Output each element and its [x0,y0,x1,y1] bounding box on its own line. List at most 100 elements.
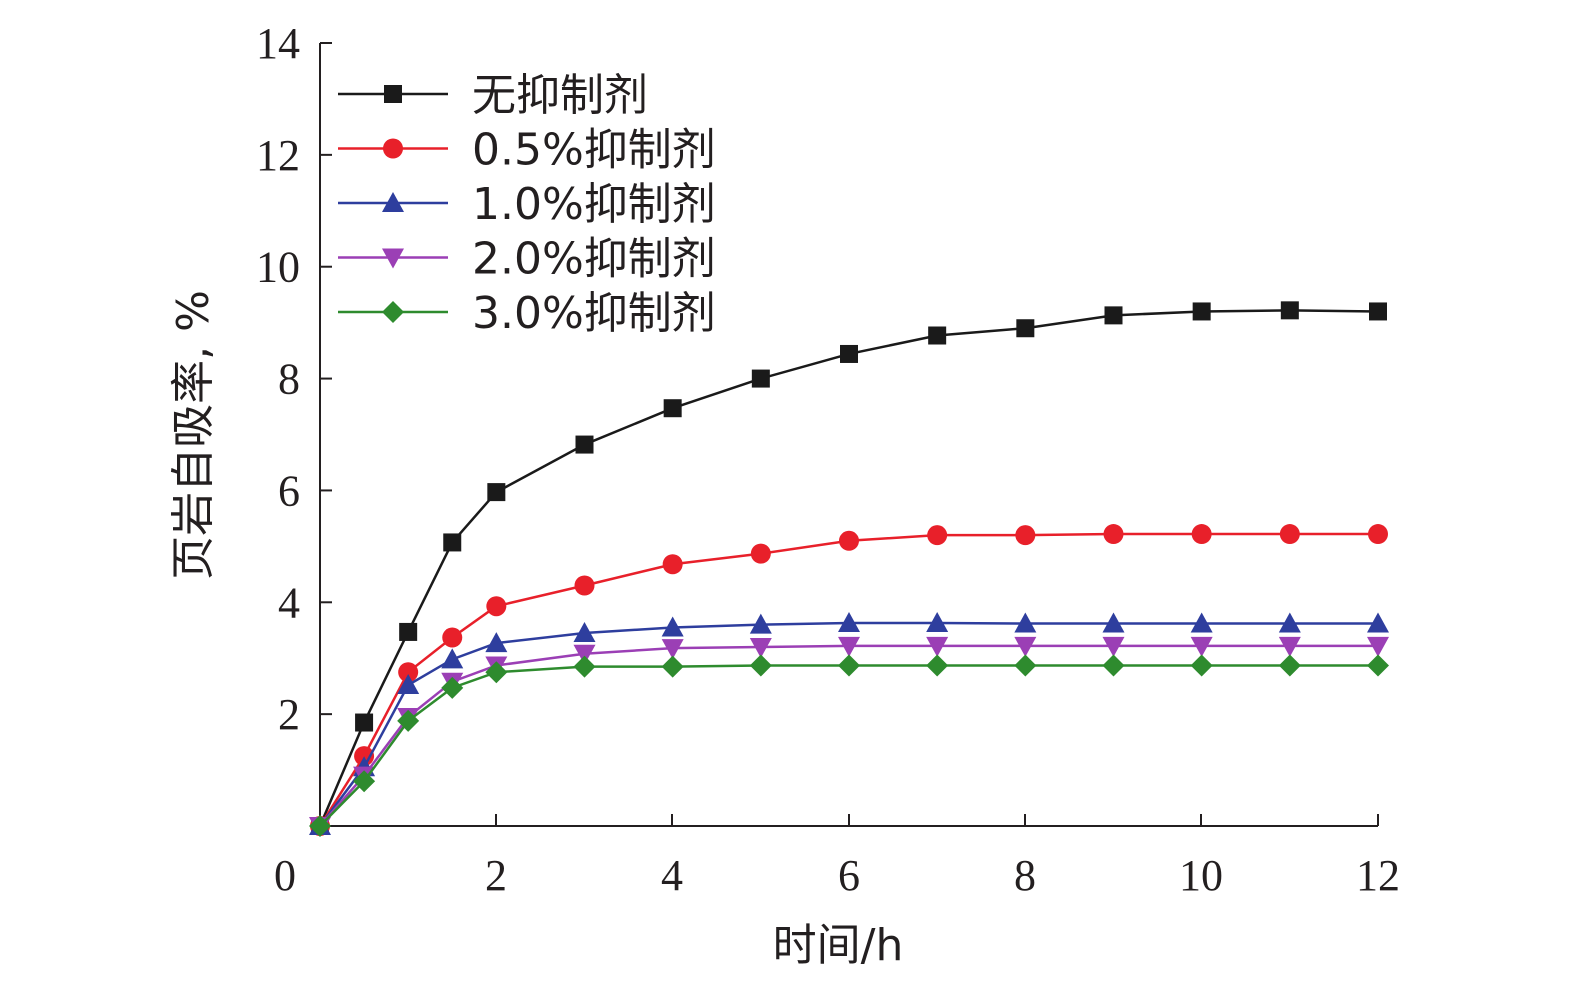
y-tick-label: 10 [256,243,300,292]
data-point [661,616,684,637]
legend-item: 0.5%抑制剂 [338,125,716,176]
data-point [1190,636,1213,657]
data-point [1102,636,1125,657]
data-point [354,746,375,767]
series-line [318,532,1378,827]
y-tick-label: 14 [256,19,300,68]
data-point [750,543,771,564]
data-point [1280,301,1299,320]
x-tick-label: 2 [485,851,507,900]
data-point [661,639,684,660]
x-tick-label: 0 [274,851,296,900]
data-point [749,613,772,634]
legend-label: 3.0%抑制剂 [472,288,716,339]
data-point [926,654,949,677]
data-point [1190,612,1213,633]
series-group [309,301,1389,837]
data-point [573,622,596,643]
data-point [839,530,859,551]
data-point [926,611,949,632]
data-point [574,575,595,596]
x-tick-label: 6 [838,851,860,900]
x-tick-label: 4 [661,851,683,900]
data-point [1367,612,1389,633]
data-point [486,596,507,617]
data-point [1278,654,1301,677]
data-point [838,611,860,632]
data-point [353,770,376,793]
y-tick-label: 2 [278,690,300,739]
data-point [1367,654,1389,677]
x-tick-label: 10 [1179,851,1223,900]
data-point [573,655,596,678]
data-point [663,399,682,418]
data-point [309,815,331,837]
data-point [441,648,464,669]
data-point [1191,524,1212,545]
series-2 [310,524,1388,836]
data-point [1102,612,1125,633]
data-point [399,622,418,641]
x-tick-label: 8 [1014,851,1036,900]
legend-label: 2.0%抑制剂 [472,234,716,285]
data-point [840,344,858,363]
data-point [1014,654,1037,677]
data-point [441,676,464,699]
legend-item: 3.0%抑制剂 [338,288,716,339]
x-axis-title: 时间/h [773,920,904,971]
legend-label: 无抑制剂 [472,70,648,121]
y-tick-label: 12 [256,131,300,180]
data-point [1014,612,1037,633]
y-ticks: 2 4 6 8 10 12 14 [256,19,332,739]
legend-label: 1.0%抑制剂 [472,179,716,230]
data-point [661,655,684,678]
legend-marker [384,85,402,103]
legend-marker [382,248,404,269]
data-point [443,533,462,552]
data-point [487,483,506,502]
data-point [1103,524,1124,545]
data-point [1369,302,1387,321]
y-tick-label: 4 [278,578,300,627]
data-point [838,654,860,677]
y-tick-label: 8 [278,355,300,404]
data-point [1014,636,1037,657]
data-point [662,554,683,575]
data-point [485,632,508,653]
data-point [1192,302,1211,321]
data-point [838,636,860,657]
y-tick-label: 6 [278,466,300,515]
data-point [355,713,374,732]
data-point [928,326,947,345]
data-point [927,525,948,546]
data-point [575,435,594,454]
data-point [1279,524,1300,545]
legend-item: 无抑制剂 [338,70,648,121]
data-point [749,654,772,677]
legend-item: 1.0%抑制剂 [338,179,716,230]
x-ticks: 0 2 4 6 8 10 12 [274,814,1400,900]
data-point [1278,612,1301,633]
data-point [397,674,420,695]
data-point [1368,524,1388,545]
series-1 [311,301,1387,835]
legend-marker [383,138,403,159]
y-axis-title: 页岩自吸率, % [168,290,219,580]
series-line [319,664,1378,827]
data-point [1016,319,1035,338]
data-point [751,369,770,388]
data-point [1102,654,1125,677]
data-point [442,627,463,648]
legend-marker [382,192,404,212]
legend-label: 0.5%抑制剂 [472,125,716,176]
data-point [926,636,949,657]
data-point [1367,636,1389,657]
data-point [1015,525,1036,546]
data-point [749,638,772,659]
x-tick-label: 12 [1356,851,1400,900]
series-5 [309,654,1389,837]
data-point [1190,654,1213,677]
